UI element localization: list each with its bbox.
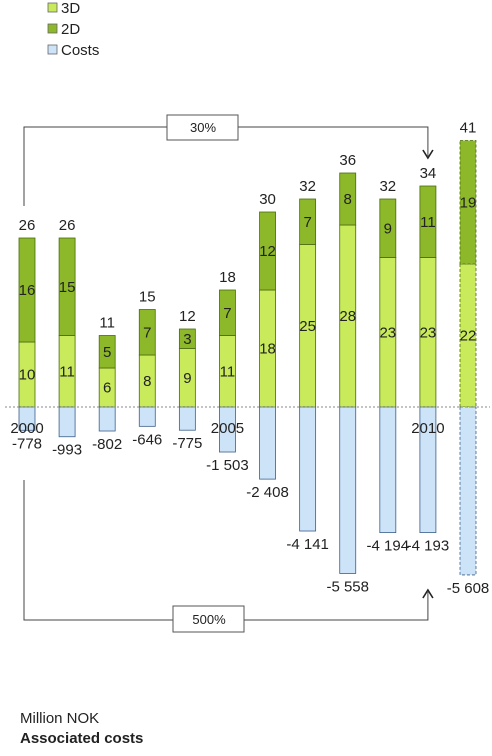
bar-2d: [138, 309, 156, 356]
label-3d: 11: [59, 363, 75, 380]
label-total: 18: [219, 269, 236, 286]
label-total: 32: [379, 178, 396, 195]
bar-2d: [339, 172, 357, 226]
label-3d: 6: [103, 380, 111, 397]
bar-2d: [419, 185, 437, 258]
label-cost: -2 408: [246, 484, 289, 501]
chart-subtitle: Associated costs: [20, 730, 144, 747]
label-3d: 11: [220, 363, 236, 380]
bar-2d: [98, 335, 116, 369]
bar-costs: [219, 406, 236, 453]
legend-swatch-costs: [47, 44, 58, 55]
label-3d: 9: [183, 370, 191, 387]
label-cost: -4 193: [407, 538, 450, 555]
bar-costs: [379, 406, 397, 534]
bar-2d: [379, 198, 397, 258]
label-3d: 25: [299, 318, 316, 335]
label-total: 30: [259, 191, 276, 208]
label-total: 15: [139, 289, 156, 306]
label-total: 32: [299, 178, 316, 195]
label-cost: -4 194: [367, 538, 410, 555]
bar-costs: [98, 406, 116, 432]
label-3d: 23: [420, 324, 437, 341]
bar-costs: [259, 406, 276, 480]
label-2d: 16: [19, 282, 36, 299]
label-total: 36: [339, 152, 356, 169]
label-total: 26: [19, 217, 36, 234]
bar-2d: [58, 237, 76, 336]
label-total: 34: [420, 165, 437, 182]
legend-swatch-3d: [47, 2, 58, 13]
label-total: 11: [99, 315, 115, 332]
growth-annotations: 30% 500%: [23, 114, 434, 633]
label-total: 26: [59, 217, 76, 234]
label-2d: 7: [223, 305, 231, 322]
label-2d: 12: [259, 243, 276, 260]
unit-label: Million NOK: [20, 710, 100, 727]
label-2d: 3: [183, 331, 191, 348]
x-axis: 2000 2005 2010: [5, 406, 490, 437]
x-tick-label: 2005: [211, 420, 244, 437]
label-cost: -4 141: [286, 536, 329, 553]
label-3d: 23: [379, 324, 396, 341]
label-3d: 22: [460, 328, 477, 345]
bar-2d: [459, 140, 477, 265]
label-2d: 8: [344, 191, 352, 208]
bar-2d: [259, 211, 276, 291]
label-cost: -775: [172, 435, 202, 452]
bar-costs: [138, 406, 156, 427]
bottom-annotation-box: [172, 605, 245, 633]
bar-2d: [178, 328, 196, 349]
label-3d: 8: [143, 373, 151, 390]
bar-2d: [18, 237, 36, 343]
label-cost: -778: [12, 435, 42, 452]
bar-costs: [178, 406, 196, 431]
label-2d: 5: [103, 344, 111, 361]
bar-2d: [219, 289, 236, 336]
legend-label-costs: Costs: [61, 42, 99, 59]
label-2d: 7: [303, 214, 311, 231]
label-cost: -5 608: [447, 580, 490, 597]
label-cost: -1 503: [206, 457, 249, 474]
label-2d: 15: [59, 279, 76, 296]
label-cost: -646: [132, 431, 162, 448]
label-total: 41: [460, 120, 477, 137]
label-3d: 28: [339, 308, 356, 325]
top-annotation-label: 30%: [190, 120, 216, 135]
label-cost: -5 558: [326, 578, 369, 595]
legend-label-2d: 2D: [61, 21, 80, 38]
bar-costs: [419, 406, 437, 533]
label-2d: 9: [384, 220, 392, 237]
bar-costs: [459, 406, 477, 576]
x-tick-label: 2000: [10, 420, 43, 437]
bars-area: 10 16 26 -778 11 15 26 -993 6 5 11 -802 8 7 15 -646 9 3 12…: [12, 120, 489, 597]
label-3d: 18: [259, 341, 276, 358]
label-cost: -993: [52, 442, 82, 459]
label-total: 12: [179, 308, 196, 325]
bar-costs: [58, 406, 76, 438]
arrow-up-icon: [422, 588, 434, 599]
arrow-down-icon: [422, 149, 434, 160]
label-3d: 10: [19, 367, 36, 384]
bar-costs: [339, 406, 357, 574]
legend-swatch-2d: [47, 23, 58, 34]
label-2d: 7: [143, 324, 151, 341]
legend-label-3d: 3D: [61, 0, 80, 17]
label-2d: 11: [420, 214, 436, 231]
label-cost: -802: [92, 436, 122, 453]
top-annotation-box: [166, 114, 239, 141]
label-2d: 19: [460, 194, 477, 211]
bar-2d: [299, 198, 317, 245]
bar-costs: [299, 406, 317, 532]
bottom-annotation-label: 500%: [192, 612, 226, 627]
x-tick-label: 2010: [411, 420, 444, 437]
legend: 3D 2D Costs: [47, 0, 99, 59]
